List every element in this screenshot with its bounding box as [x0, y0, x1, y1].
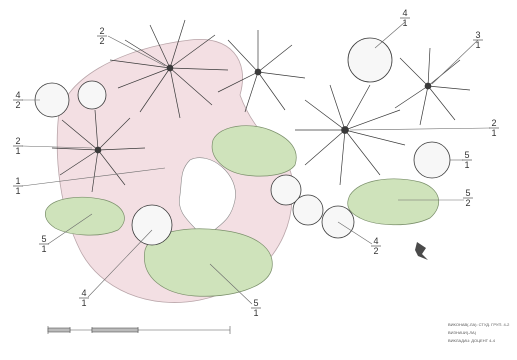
label-l1-top: 2 — [99, 26, 104, 36]
title-block: ВИКОНАВ(-ЛА): СТУД. ГРУП. 4-2 ВИЗНАЧИ(-Л… — [448, 322, 510, 343]
title-note-1: ВИКОНАВ(-ЛА): СТУД. ГРУП. 4-2 — [448, 322, 510, 327]
title-note-2: ВИЗНАЧИ(-ЛА) — [448, 330, 477, 335]
label-l8-bottom: 1 — [41, 244, 46, 254]
label-l6-bottom: 1 — [491, 128, 496, 138]
north-arrow-icon — [415, 242, 428, 260]
label-l13-bottom: 1 — [253, 308, 258, 318]
scale-bar — [47, 326, 231, 334]
conifer-right-mid — [413, 141, 451, 179]
title-note-3: ВИКЛАДАЧ: ДОЦЕНТ 4-4 — [448, 338, 496, 343]
label-l9-bottom: 2 — [465, 198, 470, 208]
tree-right-center — [295, 84, 406, 186]
label-l7-bottom: 1 — [15, 186, 20, 196]
label-l11-bottom: 2 — [373, 246, 378, 256]
label-l6-top: 2 — [491, 118, 496, 128]
label-group: 4 2 — [13, 90, 23, 110]
label-group: 4 1 — [400, 8, 410, 28]
shrub-bed-center-right — [211, 125, 297, 177]
trees — [51, 19, 471, 193]
label-l3-bottom: 1 — [475, 40, 480, 50]
label-l5-bottom: 1 — [15, 146, 20, 156]
label-l12-top: 4 — [81, 288, 86, 298]
conifers — [34, 37, 451, 246]
label-group: 2 2 — [97, 26, 107, 46]
label-l3-top: 3 — [475, 30, 480, 40]
conifer-left-2 — [77, 80, 107, 110]
shrub-beds — [44, 125, 440, 297]
label-l9-top: 5 — [465, 188, 470, 198]
tree-left — [51, 109, 146, 193]
leader-lines — [21, 21, 491, 305]
label-group: 4 2 — [371, 236, 381, 256]
label-group: 5 1 — [39, 234, 49, 254]
shrub-bed-left — [44, 196, 125, 236]
label-group: 2 1 — [13, 136, 23, 156]
label-group: 4 1 — [79, 288, 89, 308]
label-l1-bottom: 2 — [99, 36, 104, 46]
shrub-bed-bottom — [144, 228, 273, 297]
shrub-bed-right — [347, 178, 440, 226]
label-l2-top: 4 — [402, 8, 407, 18]
label-l10-top: 5 — [464, 150, 469, 160]
tree-far-right — [394, 47, 471, 126]
conifer-top-right — [347, 37, 393, 83]
label-group: 5 2 — [463, 188, 473, 208]
tree-top-right-center — [217, 30, 306, 113]
label-group: 2 1 — [489, 118, 499, 138]
label-l12-bottom: 1 — [81, 298, 86, 308]
label-l13-top: 5 — [253, 298, 258, 308]
label-l10-bottom: 1 — [464, 160, 469, 170]
conifer-center-2 — [292, 194, 324, 226]
tree-top-center — [109, 19, 229, 119]
label-l8-top: 5 — [41, 234, 46, 244]
label-l7-top: 1 — [15, 176, 20, 186]
label-group: 1 1 — [13, 176, 23, 196]
label-l2-bottom: 1 — [402, 18, 407, 28]
label-group: 5 1 — [462, 150, 472, 170]
label-group: 5 1 — [251, 298, 261, 318]
conifer-bottom-left — [131, 204, 173, 246]
conifer-center-1 — [270, 174, 302, 206]
label-l5-top: 2 — [15, 136, 20, 146]
label-l11-top: 4 — [373, 236, 378, 246]
conifer-left-1 — [34, 82, 70, 118]
plant-labels: 2 2 4 1 3 1 4 2 2 1 2 1 1 — [13, 8, 499, 318]
label-group: 3 1 — [473, 30, 483, 50]
label-l4-top: 4 — [15, 90, 20, 100]
label-l4-bottom: 2 — [15, 100, 20, 110]
